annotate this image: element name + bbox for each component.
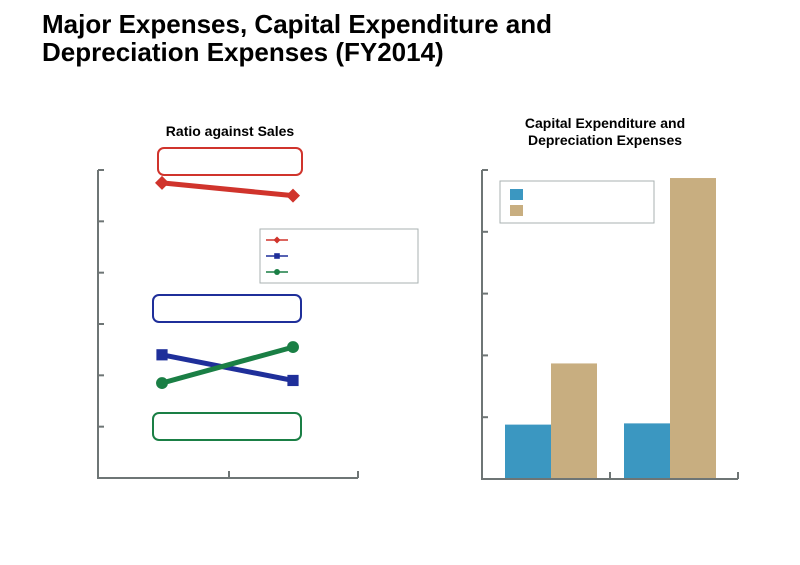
capex-legend (499, 180, 655, 224)
page-title: Major Expenses, Capital Expenditure and … (42, 9, 553, 67)
capex-bar (505, 424, 551, 479)
capex-chart-title: Capital Expenditure and Depreciation Exp… (524, 115, 686, 148)
legend-swatch (510, 189, 523, 200)
ratio-data-point (155, 175, 169, 190)
ratio-series-line (159, 344, 296, 386)
annotation-box (157, 147, 303, 176)
ratio-chart-title: Ratio against Sales (165, 123, 295, 139)
annotation-box (152, 294, 302, 323)
capex-bar (624, 423, 670, 479)
legend-swatch-marker (273, 236, 281, 244)
legend-swatch-marker (274, 269, 280, 275)
ratio-data-point (156, 349, 168, 361)
annotation-box (152, 412, 302, 441)
ratio-data-point (287, 374, 299, 387)
legend-swatch (510, 205, 523, 216)
ratio-data-point (287, 341, 299, 354)
capex-bar (551, 363, 597, 479)
ratio-data-point (156, 377, 168, 389)
ratio-series-line (159, 180, 296, 199)
legend-swatch-marker (274, 253, 280, 259)
capex-bar (670, 178, 716, 479)
ratio-data-point (286, 188, 300, 203)
